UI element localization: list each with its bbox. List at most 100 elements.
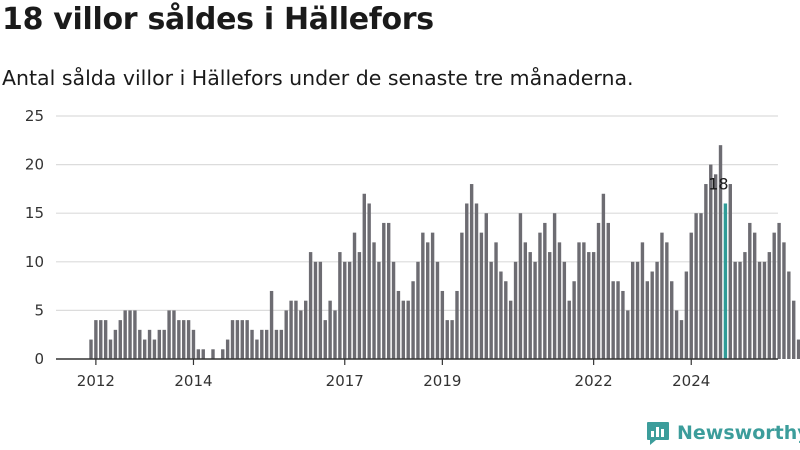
bar <box>533 261 537 359</box>
last-value-label: 18 <box>708 174 728 193</box>
bar <box>118 320 122 359</box>
bar <box>787 271 791 359</box>
bar <box>113 329 118 359</box>
bar <box>606 222 610 359</box>
bar <box>757 261 762 359</box>
bar <box>679 320 684 359</box>
bar <box>294 300 298 359</box>
x-tick-label: 2024 <box>672 372 710 390</box>
bar <box>640 242 645 359</box>
bar <box>367 203 371 359</box>
bar <box>357 252 362 359</box>
bar <box>108 339 113 359</box>
newsworthy-logo-text: Newsworthy <box>677 422 800 444</box>
bar <box>504 281 508 359</box>
bar <box>299 310 303 359</box>
bar <box>338 252 342 359</box>
bar <box>255 339 259 359</box>
bar <box>713 174 718 359</box>
bar <box>738 261 742 359</box>
bar <box>513 261 518 359</box>
bar <box>372 242 376 359</box>
bar <box>655 261 659 359</box>
bar <box>665 242 669 359</box>
bar <box>694 213 698 359</box>
bar <box>650 271 654 359</box>
bar <box>172 310 176 359</box>
bar <box>343 261 347 359</box>
bar <box>279 329 284 359</box>
x-tick-label: 2017 <box>326 372 364 390</box>
bar <box>772 232 776 359</box>
bar <box>308 252 313 359</box>
bar <box>582 242 586 359</box>
bar <box>645 281 650 359</box>
bar <box>733 261 737 359</box>
bar <box>352 232 357 359</box>
bar <box>426 242 430 359</box>
bar <box>479 232 484 359</box>
bar <box>728 184 732 359</box>
bar <box>401 300 406 359</box>
bar <box>699 213 703 359</box>
bar <box>621 290 625 359</box>
bar <box>128 310 132 359</box>
bar <box>377 261 381 359</box>
bar <box>601 193 606 359</box>
bar <box>748 222 752 359</box>
bar <box>562 261 567 359</box>
bar <box>587 252 591 359</box>
y-tick-label: 15 <box>25 204 44 222</box>
bar <box>557 242 562 359</box>
bar <box>782 242 786 359</box>
bar <box>289 300 293 359</box>
bar <box>460 232 464 359</box>
bar <box>196 349 201 359</box>
bar <box>201 349 205 359</box>
bar <box>440 290 445 359</box>
bar <box>406 300 410 359</box>
bar <box>167 310 171 359</box>
bar <box>572 281 576 359</box>
y-tick-label: 10 <box>25 253 44 271</box>
bar <box>762 261 767 359</box>
bar <box>328 300 332 359</box>
bar <box>396 290 401 359</box>
bar <box>455 290 459 359</box>
y-tick-label: 5 <box>34 301 44 319</box>
bar <box>528 252 532 359</box>
bar <box>264 329 269 359</box>
bar <box>318 261 323 359</box>
bar <box>157 329 162 359</box>
bar <box>709 164 713 359</box>
bar <box>752 232 757 359</box>
bar <box>596 222 601 359</box>
bar <box>704 184 708 359</box>
chart-title: 18 villor såldes i Hällefors <box>2 2 434 37</box>
bar <box>416 261 420 359</box>
bar <box>230 320 235 359</box>
bar-chart: 0 5 10 15 20 25 2012 2014 2017 2019 2022 2024 18 <box>25 107 800 390</box>
bar <box>430 232 435 359</box>
bar <box>245 320 249 359</box>
bar <box>626 310 630 359</box>
bar <box>684 271 689 359</box>
bar <box>89 339 93 359</box>
y-tick-label: 20 <box>25 156 44 174</box>
bar <box>103 320 108 359</box>
bar <box>182 320 186 359</box>
bar <box>313 261 318 359</box>
bar <box>147 329 152 359</box>
bar <box>499 271 503 359</box>
bar <box>474 203 479 359</box>
bar <box>284 310 288 359</box>
bar <box>635 261 640 359</box>
bar <box>469 184 474 359</box>
newsworthy-logo[interactable]: Newsworthy <box>645 420 800 446</box>
bar <box>191 329 196 359</box>
bar <box>465 203 469 359</box>
bar <box>240 320 244 359</box>
bar <box>445 320 449 359</box>
bar <box>489 261 493 359</box>
bar <box>304 300 308 359</box>
